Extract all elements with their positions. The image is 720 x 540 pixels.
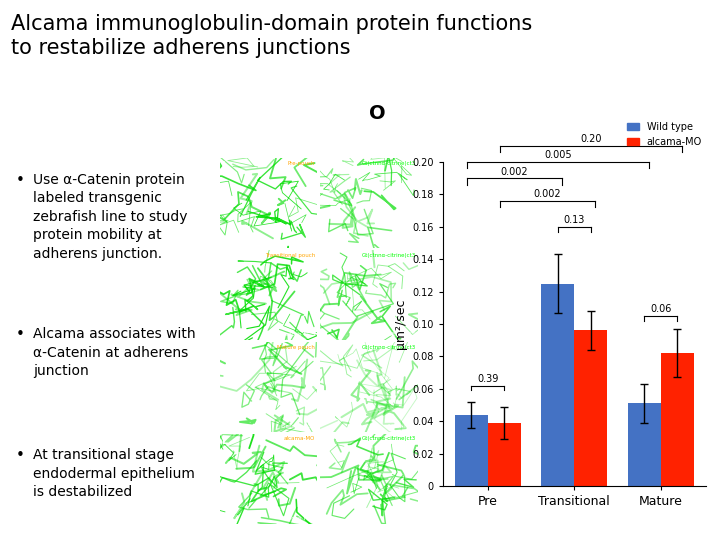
Text: 0.39: 0.39 [477,374,498,384]
Text: Alcama immunoglobulin-domain protein functions
to restabilize adherens junctions: Alcama immunoglobulin-domain protein fun… [11,14,532,57]
Text: Before FCS: Before FCS [281,516,315,521]
Text: After FCS: After FCS [387,516,415,521]
Bar [541,284,575,486]
Text: After FCS: After FCS [387,241,415,246]
Text: 0.20: 0.20 [580,134,601,144]
Text: J': J' [322,253,328,263]
Text: Before FCS: Before FCS [281,241,315,246]
Text: Gt(ctnnα-citrine)ct3: Gt(ctnnα-citrine)ct3 [361,161,415,166]
Y-axis label: μm²/sec: μm²/sec [394,299,407,349]
Text: Pre-pouch: Pre-pouch [288,161,315,166]
Text: 0.002: 0.002 [534,189,561,199]
Bar [487,423,521,486]
Text: •: • [16,327,24,342]
Text: Use α-Catenin protein
labeled transgenic
zebrafish line to study
protein mobilit: Use α-Catenin protein labeled transgenic… [33,173,188,261]
Text: alcama-MO: alcama-MO [284,436,315,441]
Text: 0.005: 0.005 [544,150,572,160]
Text: Before FCS: Before FCS [281,333,315,338]
Text: L: L [222,436,228,447]
Bar [628,403,661,486]
Text: After FCS: After FCS [387,424,415,429]
Text: 0.002: 0.002 [500,166,528,177]
Text: •: • [16,448,24,463]
Text: J: J [222,253,225,263]
Text: Mature pouch: Mature pouch [277,345,315,349]
Bar [455,415,487,486]
Text: Before FCS: Before FCS [281,424,315,429]
Text: K': K' [322,345,333,355]
Text: After FCS: After FCS [387,333,415,338]
Bar [661,353,693,486]
Text: Gt(ctnnα-citrine)ct3: Gt(ctnnα-citrine)ct3 [361,253,415,258]
Text: I: I [222,161,225,171]
Text: L': L' [322,436,331,447]
Text: Gt(ctnnα-citrine)ct3: Gt(ctnnα-citrine)ct3 [361,345,415,349]
Legend: Wild type, alcama-MO: Wild type, alcama-MO [624,118,706,151]
Text: 0.06: 0.06 [650,304,672,314]
Bar [575,330,607,486]
Text: Transitional pouch: Transitional pouch [265,253,315,258]
Text: •: • [16,173,24,188]
Text: Gt(ctnnα-citrine)ct3: Gt(ctnnα-citrine)ct3 [361,436,415,441]
Text: 0.13: 0.13 [564,215,585,225]
Text: At transitional stage
endodermal epithelium
is destabilized: At transitional stage endodermal epithel… [33,448,195,499]
Text: K: K [222,345,229,355]
Text: I': I' [322,161,328,171]
Text: O: O [369,104,386,123]
Text: Alcama associates with
α-Catenin at adherens
junction: Alcama associates with α-Catenin at adhe… [33,327,196,378]
